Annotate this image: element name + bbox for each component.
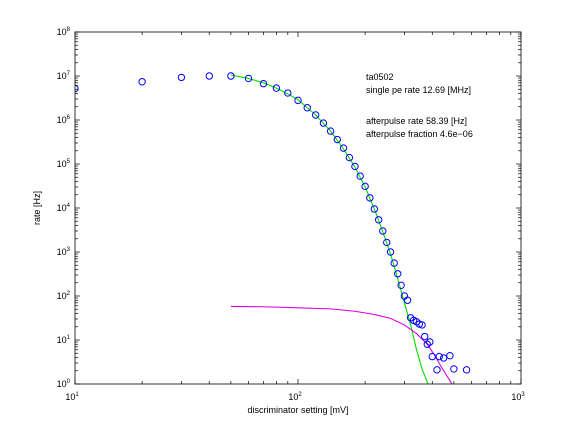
data-point bbox=[319, 119, 328, 127]
data-point bbox=[374, 216, 383, 224]
fit-curve-2 bbox=[230, 305, 453, 384]
y-tick-label: 103 bbox=[57, 247, 71, 257]
data-point bbox=[426, 338, 434, 346]
y-tick-label: 102 bbox=[57, 291, 71, 301]
y-tick-label: 101 bbox=[57, 335, 71, 345]
ticks-layer: 101 102 103 100 101 102 103 104 105 106 107 108 bbox=[57, 27, 526, 402]
data-point bbox=[244, 74, 253, 83]
annotation-afterpulse-fraction: afterpulse fraction 4.6e−06 bbox=[366, 129, 473, 139]
data-point bbox=[446, 351, 454, 360]
data-point bbox=[333, 135, 341, 144]
x-axis-label: discriminator setting [mV] bbox=[247, 405, 348, 415]
data-point bbox=[356, 172, 364, 180]
data-point bbox=[138, 78, 146, 86]
y-tick-label: 100 bbox=[57, 379, 71, 389]
data-point bbox=[294, 96, 302, 105]
data-point bbox=[386, 248, 395, 256]
data-point bbox=[351, 162, 359, 171]
data-point bbox=[397, 281, 405, 290]
plot-background bbox=[75, 32, 521, 384]
data-point bbox=[439, 354, 448, 362]
y-tick-label: 108 bbox=[57, 27, 71, 37]
data-point bbox=[339, 144, 348, 152]
data-point bbox=[345, 153, 354, 162]
data-point bbox=[311, 111, 320, 119]
annotation-single-pe-rate: single pe rate 12.69 [MHz] bbox=[366, 85, 471, 95]
data-point bbox=[303, 104, 311, 112]
data-point bbox=[428, 352, 436, 361]
series-layer bbox=[75, 72, 471, 384]
annotation-afterpulse-rate: afterpulse rate 58.39 [Hz] bbox=[366, 116, 467, 126]
annotation-run-id: ta0502 bbox=[366, 72, 394, 82]
data-point bbox=[418, 321, 426, 329]
y-tick-label: 107 bbox=[57, 71, 71, 81]
data-point bbox=[394, 270, 402, 278]
y-tick-label: 104 bbox=[57, 203, 71, 213]
y-tick-label: 106 bbox=[57, 115, 71, 125]
data-point bbox=[326, 127, 335, 135]
x-tick-label: 101 bbox=[65, 392, 79, 402]
data-point bbox=[284, 89, 292, 97]
data-point bbox=[390, 259, 398, 267]
data-point bbox=[379, 227, 387, 235]
data-point bbox=[259, 79, 268, 88]
data-point bbox=[177, 73, 186, 82]
data-point bbox=[361, 182, 369, 191]
data-point bbox=[433, 366, 441, 374]
data-point bbox=[383, 238, 391, 247]
data-point bbox=[370, 205, 379, 213]
data-point bbox=[205, 72, 213, 80]
data-point bbox=[462, 366, 471, 374]
data-point bbox=[435, 352, 443, 361]
data-point bbox=[450, 365, 458, 373]
data-point bbox=[272, 84, 281, 92]
data-point bbox=[423, 340, 431, 348]
data-point bbox=[366, 194, 374, 202]
data-point bbox=[227, 72, 235, 80]
y-tick-label: 105 bbox=[57, 159, 71, 169]
data-point bbox=[403, 296, 412, 304]
fit-curve-1 bbox=[230, 74, 429, 384]
x-tick-label: 102 bbox=[288, 392, 302, 402]
data-point bbox=[421, 332, 429, 341]
x-tick-label: 103 bbox=[511, 392, 525, 402]
y-axis-label: rate [Hz] bbox=[32, 191, 42, 225]
